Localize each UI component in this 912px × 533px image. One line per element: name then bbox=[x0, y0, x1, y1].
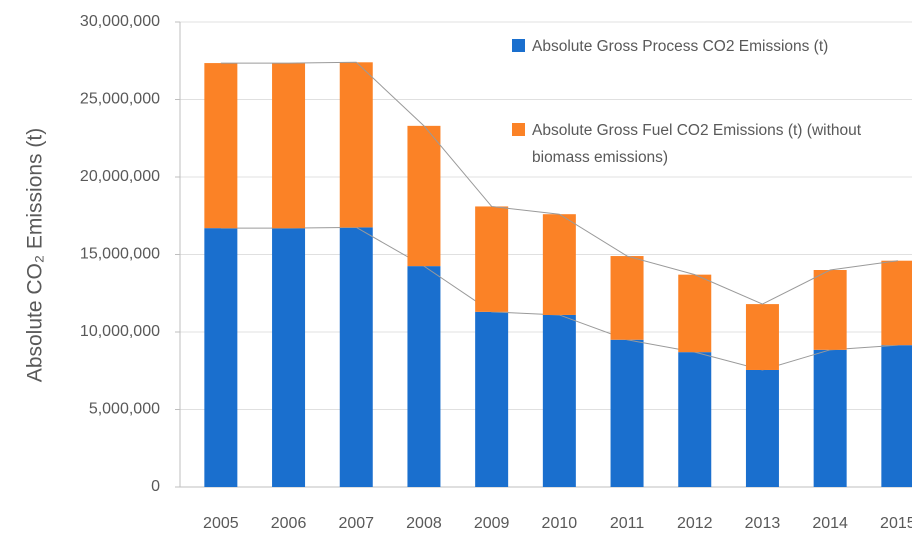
bar-segment bbox=[339, 62, 373, 228]
x-tick-label: 2007 bbox=[338, 515, 374, 532]
bar-segment bbox=[475, 311, 509, 487]
bar-segment bbox=[881, 345, 912, 487]
series-connector bbox=[220, 61, 898, 305]
y-axis-label: Absolute CO₂ Emissions (t) bbox=[24, 128, 47, 382]
bar-segment bbox=[745, 304, 779, 370]
y-tick-label: 5,000,000 bbox=[89, 401, 160, 418]
bar-segment bbox=[407, 125, 441, 267]
bar-segment bbox=[678, 274, 712, 353]
bar-segment bbox=[272, 63, 306, 229]
bar-segment bbox=[745, 369, 779, 487]
bar-segment bbox=[475, 206, 509, 312]
legend-label: Absolute Gross Process CO2 Emissions (t) bbox=[532, 38, 829, 55]
y-tick-label: 10,000,000 bbox=[80, 323, 160, 340]
x-tick-label: 2012 bbox=[677, 515, 713, 532]
x-tick-label: 2011 bbox=[610, 515, 645, 532]
bar-segment bbox=[881, 260, 912, 346]
x-tick-label: 2005 bbox=[203, 515, 239, 532]
legend-swatch bbox=[512, 39, 525, 52]
bar-segment bbox=[610, 256, 644, 340]
bar-segment bbox=[542, 314, 576, 487]
bar-segment bbox=[813, 270, 847, 350]
x-tick-label: 2006 bbox=[271, 515, 307, 532]
bar-segment bbox=[610, 339, 644, 487]
y-tick-label: 25,000,000 bbox=[80, 91, 160, 108]
bar-segment bbox=[542, 214, 576, 315]
x-tick-label: 2008 bbox=[406, 515, 442, 532]
bar-segment bbox=[407, 266, 441, 487]
bar-segment bbox=[272, 228, 306, 487]
bar-segment bbox=[204, 63, 238, 229]
bar-segment bbox=[339, 227, 373, 487]
y-tick-label: 15,000,000 bbox=[80, 246, 160, 263]
x-tick-label: 2009 bbox=[474, 515, 510, 532]
y-tick-label: 30,000,000 bbox=[80, 13, 160, 30]
legend-item: Absolute Gross Fuel CO2 Emissions (t) (w… bbox=[512, 117, 902, 171]
x-tick-label: 2015 bbox=[880, 515, 912, 532]
y-tick-label: 20,000,000 bbox=[80, 168, 160, 185]
legend-swatch bbox=[512, 123, 525, 136]
bar-segment bbox=[204, 228, 238, 487]
x-tick-label: 2013 bbox=[745, 515, 781, 532]
legend-label: Absolute Gross Fuel CO2 Emissions (t) (w… bbox=[532, 122, 862, 166]
legend-item: Absolute Gross Process CO2 Emissions (t) bbox=[512, 33, 902, 60]
x-tick-label: 2014 bbox=[812, 515, 848, 532]
y-tick-label: 0 bbox=[151, 478, 160, 495]
legend: Absolute Gross Process CO2 Emissions (t)… bbox=[512, 33, 902, 171]
bar-segment bbox=[678, 352, 712, 487]
bar-segment bbox=[813, 349, 847, 487]
x-tick-label: 2010 bbox=[542, 515, 578, 532]
